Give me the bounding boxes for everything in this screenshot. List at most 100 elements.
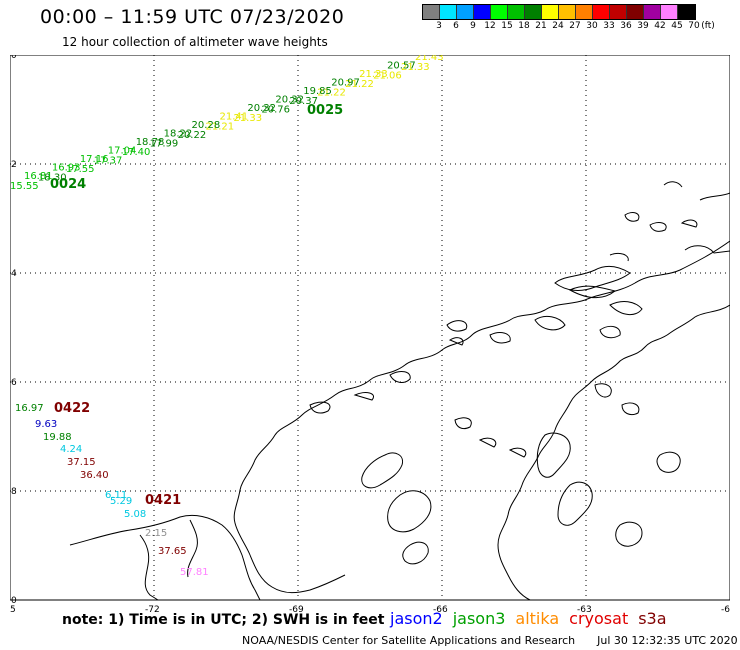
wave-height-value: 20.97	[331, 77, 360, 88]
colorbar-tick-label: 6	[453, 21, 459, 31]
wave-height-value: 20.76	[261, 105, 290, 116]
wave-height-value: 16.81	[24, 171, 53, 182]
colorbar-tick-label: 21	[535, 21, 547, 31]
colorbar-swatch	[457, 5, 474, 19]
colorbar-swatch	[474, 5, 491, 19]
wave-height-value: 20.32	[275, 94, 304, 105]
wave-height-value: 20.37	[289, 96, 318, 107]
colorbar-swatch	[576, 5, 593, 19]
wave-height-value: 17.37	[94, 156, 123, 167]
legend-entry: s3a	[638, 609, 667, 628]
wave-height-value: 21.06	[373, 71, 402, 82]
axis-ticks: -60 -62 -64 -66 -68 -70-75 -72 -69 -66 -63 -60	[10, 55, 730, 615]
wave-height-value: 17.99	[150, 139, 179, 150]
wave-height-value: 21.22	[345, 79, 374, 90]
colorbar-tick-label: 33	[603, 21, 615, 31]
wave-height-value: 21.33	[233, 113, 262, 124]
wave-height-value: 21.33	[359, 69, 388, 80]
wave-height-value: 18.22	[164, 128, 193, 139]
colorbar-labels: 3 6 9 12 15 18 21 24 27 30 33 36 39 42 45 70 (ft)	[422, 21, 740, 33]
colorbar-swatch	[593, 5, 610, 19]
colorbar-tick-label: 70	[688, 21, 700, 31]
wave-height-value: 21.21	[206, 122, 235, 133]
legend-entry: jason3	[452, 609, 506, 628]
colorbar-swatch	[644, 5, 661, 19]
lat-tick-label: -60	[10, 55, 17, 61]
colorbar-tick-label: 9	[470, 21, 476, 31]
wave-height-value: 5.29	[110, 496, 132, 507]
colorbar-swatch	[423, 5, 440, 19]
lon-tick-label: -60	[721, 605, 730, 615]
track-id-label: 0024	[50, 177, 86, 192]
wave-height-value: 4.24	[60, 444, 82, 455]
colorbar-tick-label: 24	[552, 21, 564, 31]
wave-height-value: 20.22	[178, 130, 207, 141]
wave-height-value: 17.40	[122, 147, 151, 158]
colorbar-swatch	[542, 5, 559, 19]
wave-height-value: 21.33	[401, 62, 430, 73]
wave-height-value: 36.40	[80, 470, 109, 481]
wave-height-value: 19.85	[303, 86, 332, 97]
wave-height-value: 16.97	[15, 403, 44, 414]
colorbar-unit: (ft)	[701, 21, 715, 31]
track-labels: 0025 0024 0422 0421	[50, 103, 343, 508]
wave-height-value: 37.15	[67, 457, 96, 468]
legend-entry: cryosat	[569, 609, 629, 628]
colorbar-swatch	[610, 5, 627, 19]
colorbar-tick-label: 36	[620, 21, 632, 31]
colorbar-tick-label: 15	[501, 21, 513, 31]
wave-height-value: 17.04	[108, 145, 137, 156]
wave-height-value: 15.55	[10, 181, 39, 192]
credit-line: NOAA/NESDIS Center for Satellite Applica…	[242, 634, 738, 647]
lon-tick-label: -69	[289, 605, 304, 615]
wave-height-value: 21.41	[219, 111, 248, 122]
lat-tick-label: -70	[10, 596, 17, 606]
wave-height-value: 20.32	[247, 103, 276, 114]
colorbar-swatch	[559, 5, 576, 19]
graticule	[10, 55, 730, 600]
observations-upper-track: 21.4321.3320.5721.0621.3321.2220.9721.22…	[10, 55, 444, 192]
colorbar-swatch	[661, 5, 678, 19]
lon-tick-label: -75	[10, 605, 16, 615]
wave-height-value: 9.63	[35, 419, 57, 430]
footer-note: note: 1) Time is in UTC; 2) SWH is in fe…	[62, 612, 385, 628]
wave-height-value: 21.22	[317, 88, 346, 99]
lat-tick-label: -62	[10, 160, 17, 170]
lon-tick-label: -63	[577, 605, 592, 615]
wave-height-value: 20.57	[387, 60, 416, 71]
map-panel: 21.4321.3320.5721.0621.3321.2220.9721.22…	[10, 55, 730, 615]
colorbar-tick-label: 3	[436, 21, 442, 31]
lat-tick-label: -64	[10, 269, 17, 279]
track-id-label: 0025	[307, 103, 343, 118]
wave-height-value: 20.28	[192, 120, 221, 131]
colorbar-swatch	[525, 5, 542, 19]
colorbar-tick-label: 27	[569, 21, 581, 31]
colorbar-swatch	[440, 5, 457, 19]
colorbar-tick-label: 42	[654, 21, 666, 31]
wave-height-value: 5.08	[124, 509, 146, 520]
credit-text: NOAA/NESDIS Center for Satellite Applica…	[242, 634, 576, 647]
colorbar-tick-label: 18	[518, 21, 530, 31]
observations-lower-track: 16.97 9.63 19.884.24 37.15 36.40 6.115.29 5.08…	[15, 403, 209, 578]
lat-tick-label: -68	[10, 487, 17, 497]
colorbar-tick-label: 45	[671, 21, 683, 31]
map-subtitle: 12 hour collection of altimeter wave hei…	[62, 35, 328, 49]
wave-height-value: 2.15	[145, 528, 167, 539]
legend-entry: jason2	[390, 609, 443, 628]
legend-entry: altika	[515, 609, 560, 628]
wave-height-value: 19.88	[43, 432, 72, 443]
wave-height-value: 21.43	[415, 55, 444, 63]
wave-height-value: 17.16	[80, 154, 109, 165]
wave-height-value: 37.65	[158, 546, 187, 557]
colorbar-swatch	[627, 5, 644, 19]
satellite-legend: jason2 jason3 altika cryosat s3a	[390, 609, 677, 628]
colorbar-swatch	[678, 5, 695, 19]
wave-height-value: 18.30	[38, 173, 67, 184]
wave-height-value: 57.81	[180, 567, 209, 578]
wave-height-colorbar	[422, 4, 696, 20]
lat-tick-label: -66	[10, 378, 17, 388]
wave-height-value: 18.78	[136, 137, 165, 148]
lon-tick-label: -66	[433, 605, 448, 615]
wave-height-value: 16.93	[52, 162, 81, 173]
wave-height-value: 6.11	[105, 490, 127, 501]
